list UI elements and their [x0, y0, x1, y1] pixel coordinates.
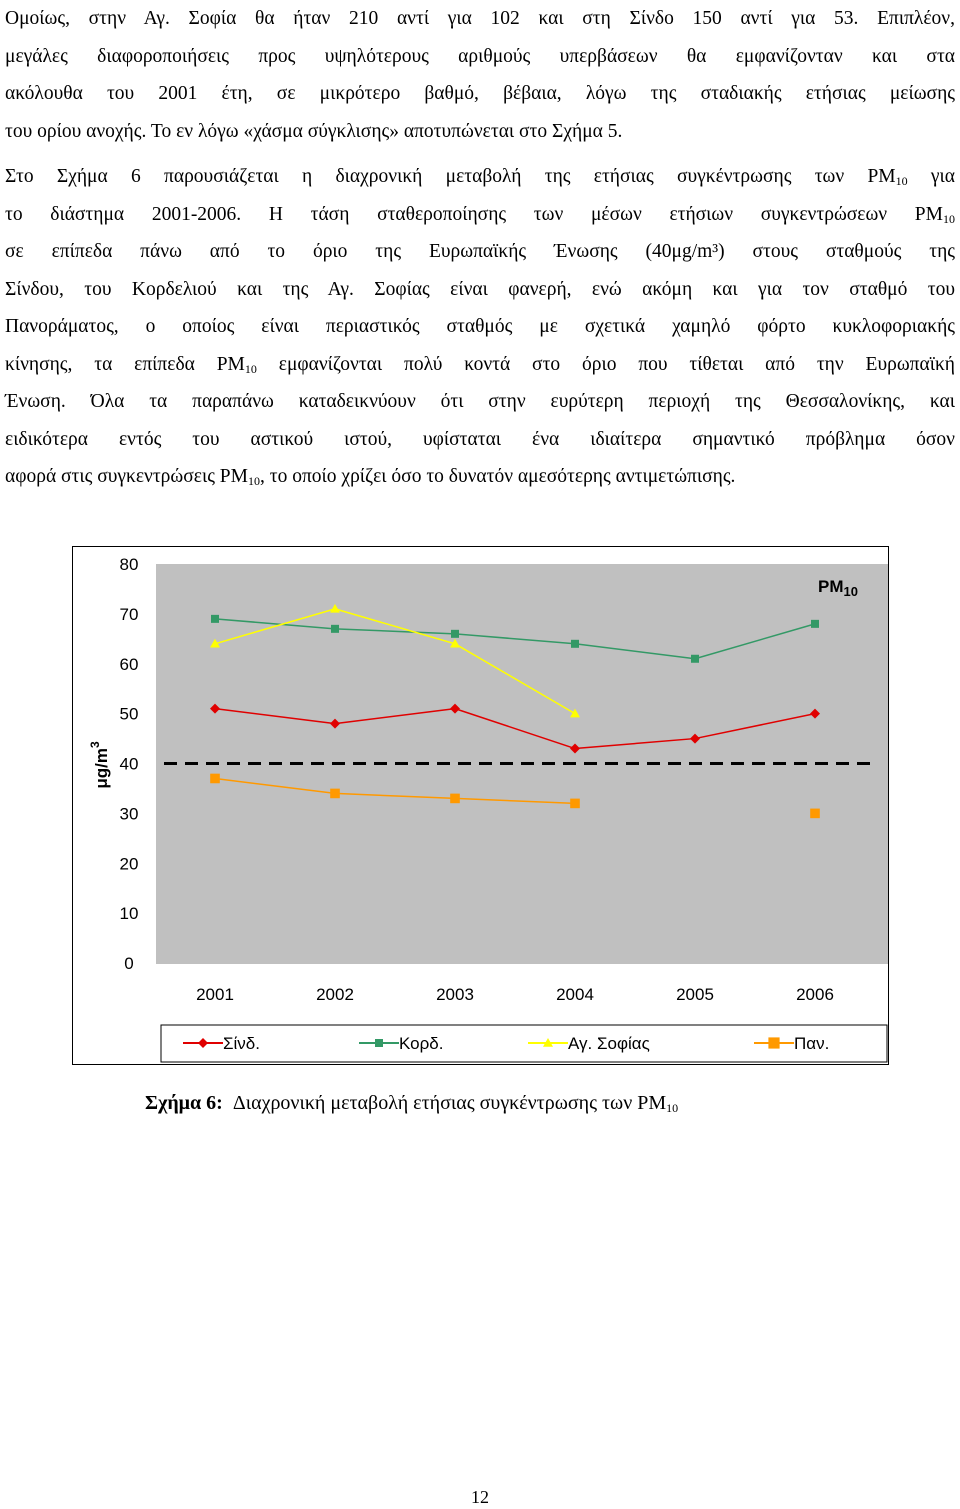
y-tick-label: 20 [120, 854, 139, 873]
series-segment [454, 707, 576, 750]
legend-label: Σίνδ. [223, 1034, 260, 1053]
y-tick-label: 80 [120, 555, 139, 574]
series-segment [334, 608, 456, 645]
series-Αγ. Σοφίας [210, 603, 580, 718]
text-line: ακόλουθα του 2001 έτη, σε μικρότερο βαθμ… [5, 83, 955, 104]
figure-caption: Σχήμα 6: Διαχρονική μεταβολή ετήσιας συγ… [145, 1092, 679, 1115]
legend-marker [543, 1038, 553, 1047]
y-tick-label: 50 [120, 705, 139, 724]
x-tick-label: 2005 [676, 985, 714, 1004]
data-point [210, 638, 220, 648]
series-Σίνδ. [210, 703, 820, 754]
text-line: μεγάλες διαφοροποιήσεις προς υψηλότερους… [5, 45, 955, 67]
data-point [330, 718, 340, 729]
data-point [691, 654, 699, 663]
text-line: Ένωση. Όλα τα παραπάνω καταδεικνύουν ότι… [5, 391, 955, 412]
y-tick-label: 70 [120, 605, 139, 624]
text-line: Στο Σχήμα 6 παρουσιάζεται η διαχρονική μ… [5, 166, 956, 188]
y-axis-label: μg/m3 [88, 741, 111, 789]
series-segment [694, 712, 816, 740]
series-segment [694, 623, 816, 660]
y-tick-label: 0 [124, 954, 133, 973]
data-point [450, 638, 460, 648]
y-tick-label: 10 [120, 904, 139, 923]
data-point [331, 624, 339, 633]
legend-label: Κορδ. [399, 1034, 443, 1053]
data-point [330, 603, 340, 613]
data-point [451, 629, 459, 638]
legend-entry: Αγ. Σοφίας [528, 1034, 650, 1053]
data-point [450, 703, 460, 714]
text-line: του ορίου ανοχής. Το εν λόγω «χάσμα σύγκ… [5, 120, 623, 142]
data-point [570, 798, 580, 809]
y-tick-label: 60 [120, 655, 139, 674]
chart-area: 0 10 20 30 40 50 60 70 80 2001 2002 2003 2004 2005 20… [72, 546, 889, 1065]
text-line: ειδικότερα εντός του αστικού ιστού, υφίσ… [5, 428, 955, 450]
paragraph-2: Στο Σχήμα 6 παρουσιάζεται η διαχρονική μ… [5, 158, 955, 496]
legend-marker [198, 1038, 208, 1048]
data-point [811, 619, 819, 628]
data-point [330, 788, 340, 799]
series-Παν. [210, 773, 820, 819]
y-tick-label: 40 [120, 755, 139, 774]
text-line: σε επίπεδα πάνω από το όριο της Ευρωπαϊκ… [5, 241, 955, 262]
series-Κορδ. [211, 614, 819, 663]
text-line: Πανοράματος, ο οποίος είναι περιαστικός … [5, 316, 955, 337]
series-segment [214, 608, 336, 645]
page-number: 12 [471, 1487, 489, 1507]
text-line: κίνησης, τα επίπεδα PM10 εμφανίζονται πο… [5, 353, 955, 376]
legend-entry: Κορδ. [359, 1034, 443, 1053]
x-tick-label: 2001 [196, 985, 234, 1004]
data-point [450, 793, 460, 804]
chart-title: PM10 [818, 577, 858, 599]
data-point [211, 614, 219, 623]
text-line: αφορά στις συγκεντρώσεις PM10, το οποίο … [5, 466, 736, 488]
series-segment [334, 792, 456, 800]
x-tick-label: 2003 [436, 985, 474, 1004]
line-chart: 0 10 20 30 40 50 60 70 80 2001 2002 2003 2004 2005 20… [73, 547, 888, 1064]
data-point [810, 808, 820, 819]
data-point [810, 708, 820, 719]
series-segment [214, 707, 336, 725]
data-point [210, 773, 220, 784]
x-tick-label: 2002 [316, 985, 354, 1004]
x-tick-label: 2004 [556, 985, 594, 1004]
series-segment [454, 633, 576, 645]
text-line: το διάστημα 2001-2006. Η τάση σταθεροποί… [5, 203, 955, 226]
series-segment [214, 777, 336, 795]
data-point [571, 639, 579, 648]
legend-label: Αγ. Σοφίας [568, 1034, 650, 1053]
legend-entry: Παν. [754, 1034, 829, 1053]
data-point [210, 703, 220, 714]
data-point [570, 743, 580, 754]
series-segment [454, 797, 576, 805]
series-segment [574, 643, 696, 660]
x-tick-label: 2006 [796, 985, 834, 1004]
series-segment [574, 737, 696, 750]
series-segment [214, 618, 336, 630]
text-line: Σίνδου, του Κορδελιού και της Αγ. Σοφίας… [5, 278, 955, 300]
data-point [570, 708, 580, 718]
paragraph-1: Ομοίως, στην Αγ. Σοφία θα ήταν 210 αντί … [5, 0, 955, 150]
series-segment [334, 628, 456, 635]
series-segment [454, 643, 576, 715]
legend-marker [768, 1037, 780, 1049]
legend-entry: Σίνδ. [183, 1034, 260, 1053]
legend-label: Παν. [794, 1034, 829, 1053]
legend-marker [375, 1039, 383, 1047]
y-tick-label: 30 [120, 804, 139, 823]
data-point [690, 733, 700, 744]
series-segment [334, 707, 456, 725]
text-line: Ομοίως, στην Αγ. Σοφία θα ήταν 210 αντί … [5, 8, 955, 29]
